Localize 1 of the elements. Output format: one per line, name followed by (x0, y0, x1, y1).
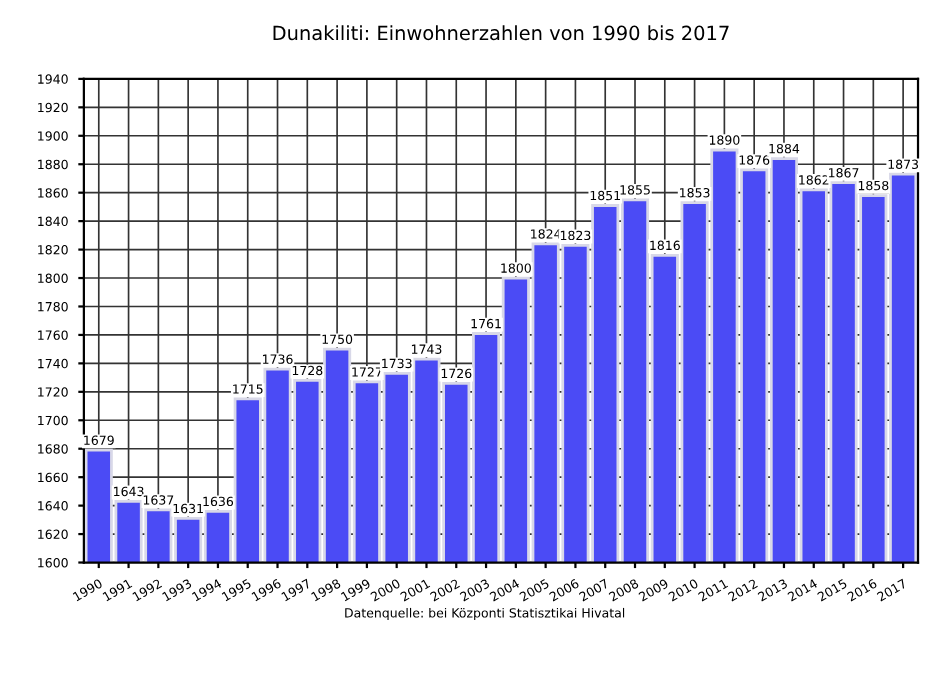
chart-title: Dunakiliti: Einwohnerzahlen von 1990 bis 2017 (273, 25, 729, 41)
